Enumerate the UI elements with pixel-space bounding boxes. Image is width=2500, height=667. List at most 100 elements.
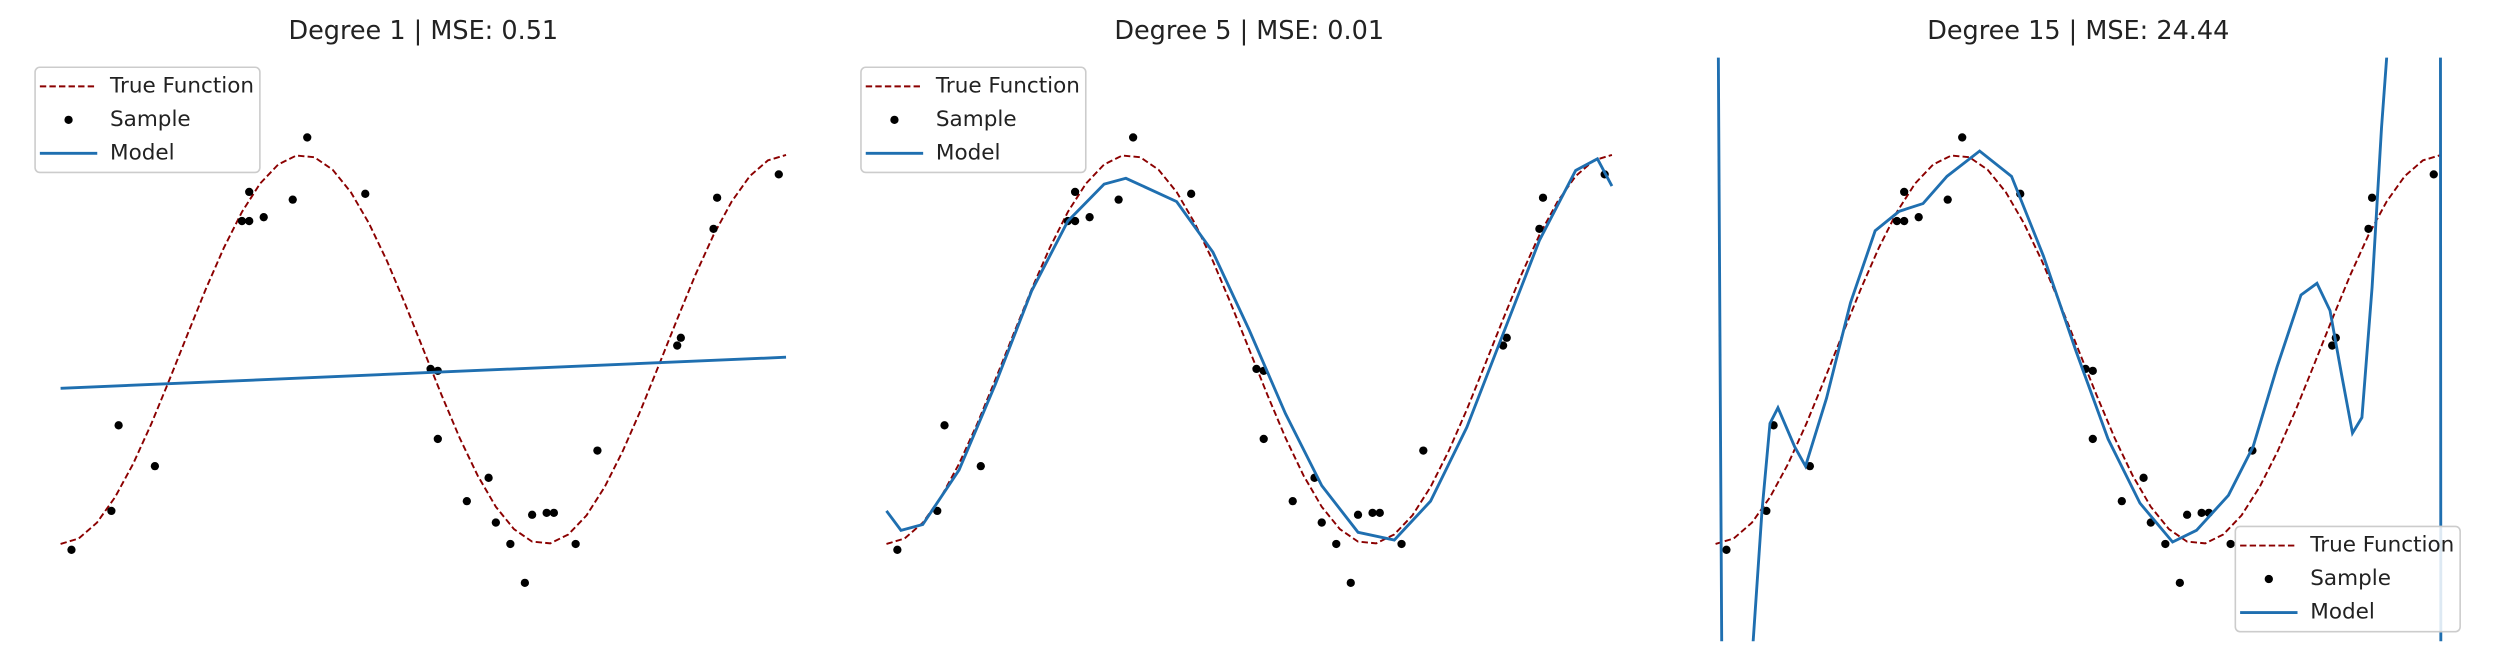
legend: True Function Sample Model <box>34 66 261 174</box>
legend-label: Model <box>2310 600 2375 625</box>
sample-point <box>2182 510 2192 519</box>
sample-point <box>1353 510 1363 519</box>
sample-point <box>1288 497 1297 506</box>
sample-point <box>1498 341 1508 350</box>
chart-title: Degree 5 | MSE: 0.01 <box>1114 16 1384 46</box>
sample-point <box>593 446 602 455</box>
sample-point <box>2175 578 2184 588</box>
sample-point <box>676 333 685 342</box>
sample-point <box>1128 133 1138 142</box>
sample-point <box>673 341 682 350</box>
legend-label: True Function <box>935 73 1080 98</box>
legend-box <box>34 66 261 174</box>
sample-point <box>1535 224 1544 233</box>
sample-point <box>1502 333 1511 342</box>
sample-point <box>893 545 902 554</box>
sample-point <box>1346 578 1355 588</box>
sample-point <box>2117 497 2126 506</box>
sample-point <box>2328 341 2337 350</box>
sample-point <box>527 510 537 519</box>
legend-marker <box>2264 574 2273 584</box>
legend-label: Sample <box>110 107 191 132</box>
sample-point <box>484 473 493 482</box>
series-line <box>60 154 787 545</box>
series-line <box>60 355 787 390</box>
sample-point <box>245 187 254 197</box>
sample-point <box>2367 193 2377 202</box>
sample-point <box>1317 518 1326 527</box>
subplot: Degree 5 | MSE: 0.01 True Function Sample M… <box>860 16 1614 588</box>
legend-box <box>2234 525 2461 633</box>
sample-point <box>774 170 783 179</box>
sample-point <box>245 216 254 226</box>
sample-point <box>549 508 559 517</box>
sample-point <box>2139 473 2148 482</box>
sample-point <box>1538 193 1548 202</box>
sample-point <box>433 434 442 444</box>
sample-point <box>2364 224 2373 233</box>
sample-point <box>259 213 268 222</box>
sample-point <box>1252 364 1261 374</box>
subplot: Degree 1 | MSE: 0.51 True Function Sample M… <box>34 16 787 588</box>
sample-point <box>506 539 515 549</box>
legend: True Function Sample Model <box>2234 525 2461 633</box>
sample-point <box>712 193 722 202</box>
sample-point <box>1958 133 1967 142</box>
sample-point <box>1722 545 1731 554</box>
chart-title: Degree 15 | MSE: 24.44 <box>1927 16 2229 46</box>
sample-point <box>1375 508 1384 517</box>
legend: True Function Sample Model <box>860 66 1087 174</box>
sample-point <box>1114 195 1123 204</box>
sample-point <box>1070 216 1080 226</box>
sample-point <box>114 421 123 430</box>
legend-label: Model <box>936 140 1001 165</box>
sample-point <box>2161 539 2170 549</box>
legend-marker <box>64 115 73 124</box>
series-line <box>886 154 1613 545</box>
legend-label: True Function <box>109 73 254 98</box>
series-line <box>1716 57 2443 642</box>
series-line <box>885 156 1614 542</box>
sample-point <box>1187 189 1196 198</box>
series-line <box>1715 154 2442 545</box>
plot-area <box>885 133 1614 588</box>
sample-point <box>2197 508 2206 517</box>
sample-point <box>2429 170 2438 179</box>
subplot: Degree 15 | MSE: 24.44 True Function Sampl… <box>1715 16 2461 642</box>
sample-point <box>1085 213 1094 222</box>
sample-point <box>2226 539 2235 549</box>
sample-point <box>361 189 370 198</box>
legend-label: Sample <box>936 107 1017 132</box>
sample-point <box>1943 195 1952 204</box>
sample-point <box>67 545 76 554</box>
sample-point <box>1805 462 1815 471</box>
sample-point <box>1332 539 1341 549</box>
legend-label: Model <box>110 140 175 165</box>
sample-point <box>303 133 312 142</box>
sample-point <box>940 421 949 430</box>
sample-point <box>709 224 718 233</box>
sample-point <box>1419 446 1428 455</box>
sample-point <box>1892 216 1902 226</box>
chart-title: Degree 1 | MSE: 0.51 <box>288 16 558 46</box>
sample-point <box>1368 508 1377 517</box>
sample-point <box>2088 434 2097 444</box>
sample-point <box>1397 539 1406 549</box>
sample-point <box>1259 434 1268 444</box>
sample-point <box>520 578 530 588</box>
legend-label: True Function <box>2309 533 2454 558</box>
legend-box <box>860 66 1087 174</box>
sample-point <box>491 518 500 527</box>
sample-point <box>288 195 297 204</box>
sample-point <box>2088 366 2097 375</box>
sample-point <box>571 539 580 549</box>
legend-label: Sample <box>2310 566 2391 591</box>
sample-point <box>107 506 116 516</box>
sample-point <box>462 497 471 506</box>
sample-point <box>976 462 985 471</box>
plot-area <box>1715 57 2443 642</box>
legend-marker <box>890 115 899 124</box>
sample-point <box>237 216 247 226</box>
sample-point <box>150 462 160 471</box>
